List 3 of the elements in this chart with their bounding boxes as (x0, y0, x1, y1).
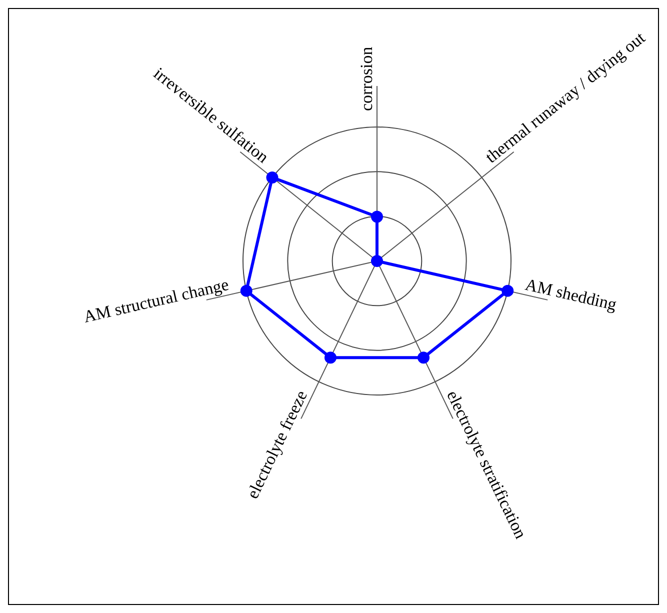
spoke-label: corrosion (357, 46, 376, 111)
spoke-label: AM shedding (523, 274, 619, 314)
spoke-label: AM structural change (82, 274, 231, 326)
